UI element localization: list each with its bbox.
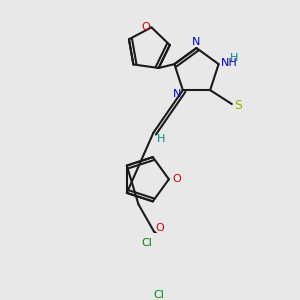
Text: H: H <box>157 134 165 144</box>
Text: S: S <box>234 99 242 112</box>
Text: N: N <box>172 89 181 99</box>
Text: NH: NH <box>221 58 238 68</box>
Text: H: H <box>230 53 238 63</box>
Text: O: O <box>172 174 181 184</box>
Text: N: N <box>192 37 201 47</box>
Text: O: O <box>156 224 164 233</box>
Text: Cl: Cl <box>154 290 165 300</box>
Text: Cl: Cl <box>142 238 152 248</box>
Text: O: O <box>141 22 150 32</box>
